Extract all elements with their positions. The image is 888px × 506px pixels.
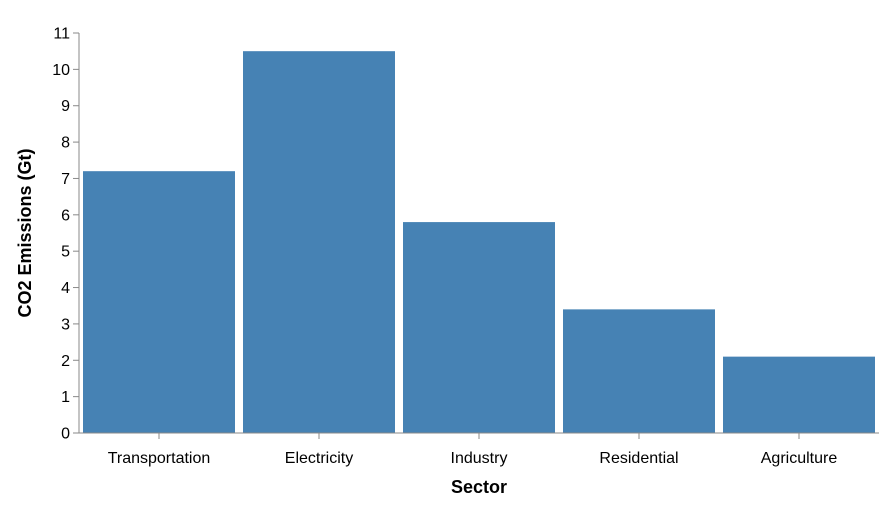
y-tick-label: 10 [52,62,70,79]
y-tick-label: 3 [61,316,70,333]
y-axis-title: CO2 Emissions (Gt) [15,148,35,317]
y-tick-label: 5 [61,244,70,261]
x-tick-label-residential: Residential [599,450,678,467]
x-tick-label-transportation: Transportation [108,450,211,467]
bar-industry [403,222,555,433]
x-tick-label-industry: Industry [451,450,508,467]
bar-residential [563,309,715,433]
bar-agriculture [723,356,875,433]
x-axis: Transportation Electricity Industry Residen… [79,432,879,467]
bars [83,51,875,433]
y-tick-label: 7 [61,171,70,188]
y-tick-label: 0 [61,426,70,443]
y-tick-label: 2 [61,353,70,370]
y-tick-label: 1 [61,389,70,406]
bar-electricity [243,51,395,433]
y-axis: 0 1 2 3 4 5 6 7 8 9 10 11 [52,26,80,443]
x-tick-label-agriculture: Agriculture [761,450,838,467]
x-axis-title: Sector [451,477,507,497]
y-tick-label: 8 [61,135,70,152]
y-tick-label: 9 [61,98,70,115]
y-tick-label: 4 [61,280,70,297]
y-tick-label: 11 [53,26,70,43]
x-tick-label-electricity: Electricity [285,450,353,467]
y-tick-label: 6 [61,207,70,224]
bar-transportation [83,171,235,433]
